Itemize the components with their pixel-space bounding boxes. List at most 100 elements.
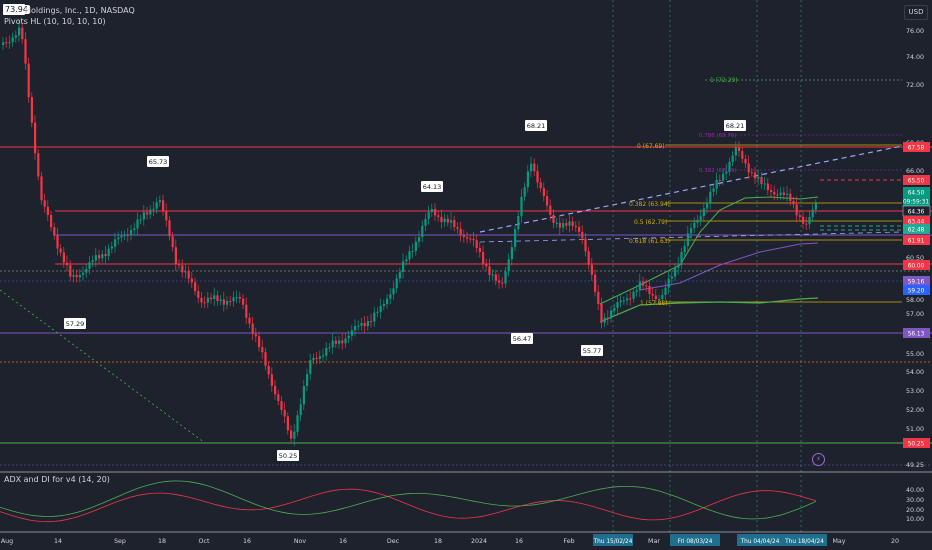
currency-button[interactable]: USD <box>904 5 928 20</box>
candle <box>750 172 753 174</box>
candle <box>699 216 702 220</box>
price-badge-text: 60.00 <box>908 264 925 270</box>
pivot-label-box <box>64 318 86 329</box>
time-highlight-box <box>737 534 783 546</box>
candle <box>459 228 462 236</box>
candle <box>110 246 113 249</box>
candle <box>667 278 670 288</box>
candle <box>504 271 507 284</box>
fib-label: 0.5 (62.79) <box>634 219 667 226</box>
candle <box>686 233 689 246</box>
candle <box>744 158 747 164</box>
candle <box>674 267 677 277</box>
candle <box>642 281 645 286</box>
time-label: Oct <box>199 538 210 545</box>
candle <box>757 176 760 179</box>
price-badge <box>903 187 930 197</box>
price-badge <box>903 276 930 286</box>
candle <box>197 291 200 298</box>
candle <box>66 262 69 266</box>
candle <box>725 171 728 174</box>
candle <box>805 223 808 225</box>
time-label: 16 <box>339 538 347 545</box>
candle <box>242 298 245 305</box>
pivot-label: 55.77 <box>583 347 602 355</box>
price-badge-text: 63.44 <box>908 220 925 226</box>
candle <box>72 275 75 277</box>
price-tick: 52.00 <box>906 407 924 414</box>
time-highlight-text: Fri 08/03/24 <box>678 539 713 545</box>
candle <box>296 415 299 432</box>
candle <box>299 404 302 416</box>
candle <box>59 248 62 253</box>
candle <box>718 179 721 181</box>
candle <box>2 42 5 45</box>
candle <box>142 212 145 220</box>
price-badge-text: 67.58 <box>908 146 925 152</box>
candle <box>30 97 33 123</box>
candle <box>514 229 517 248</box>
candle <box>178 264 181 266</box>
price-badge-text: 62.48 <box>908 228 925 234</box>
candle <box>261 347 264 353</box>
candle <box>482 252 485 264</box>
candle <box>270 374 273 386</box>
moving-average <box>599 297 819 323</box>
candle <box>530 163 533 172</box>
time-label: Nov <box>294 538 307 545</box>
candle <box>216 295 219 302</box>
candle <box>738 147 741 152</box>
indicator-title[interactable]: Pivots HL (10, 10, 10, 10) <box>4 17 106 26</box>
candle <box>98 255 101 259</box>
candle <box>341 340 344 344</box>
candle <box>21 27 24 40</box>
price-tick: 53.00 <box>906 388 924 395</box>
candle <box>331 340 334 348</box>
candle <box>450 220 453 223</box>
candle <box>622 300 625 302</box>
candle <box>613 307 616 311</box>
candle <box>802 216 805 224</box>
time-label: 20 <box>891 538 899 545</box>
candle <box>517 216 520 230</box>
candle <box>546 196 549 206</box>
candle <box>69 265 72 277</box>
candle <box>654 295 657 300</box>
candle <box>245 304 248 318</box>
price-badge-text: 59.20 <box>908 289 925 295</box>
candle <box>651 293 654 296</box>
candle <box>405 259 408 262</box>
candle <box>411 250 414 252</box>
di-minus-line <box>0 488 817 523</box>
candle <box>453 220 456 228</box>
di-plus-line <box>0 480 817 520</box>
candle <box>194 282 197 292</box>
candle <box>446 218 449 223</box>
candle <box>75 275 78 278</box>
candle <box>146 212 149 215</box>
candle <box>728 161 731 172</box>
candle <box>123 234 126 236</box>
candle <box>213 295 216 300</box>
candle <box>565 223 568 226</box>
lightning-icon[interactable]: ⚡ <box>812 453 825 466</box>
time-highlight-text: Thu 15/02/24 <box>593 539 633 545</box>
adx-title[interactable]: ADX and DI for v4 (14, 20) <box>4 475 110 484</box>
symbol-badge[interactable]: 73.94 <box>3 5 30 14</box>
adx-tick: 30.00 <box>906 497 924 504</box>
candle <box>600 304 603 323</box>
candle <box>427 212 430 220</box>
candle <box>187 271 190 279</box>
pivot-label: 56.47 <box>513 335 532 343</box>
candle <box>376 311 379 313</box>
time-highlight-box <box>670 534 720 546</box>
price-badge-text: 61.91 <box>908 239 925 245</box>
candle <box>312 357 315 361</box>
candle <box>149 209 152 215</box>
candle <box>155 202 158 209</box>
symbol-title[interactable]: Holdings, Inc., 1D, NASDAQ <box>25 6 135 15</box>
pivot-label-box <box>421 181 443 192</box>
candle <box>526 171 529 188</box>
price-badge <box>903 260 930 270</box>
